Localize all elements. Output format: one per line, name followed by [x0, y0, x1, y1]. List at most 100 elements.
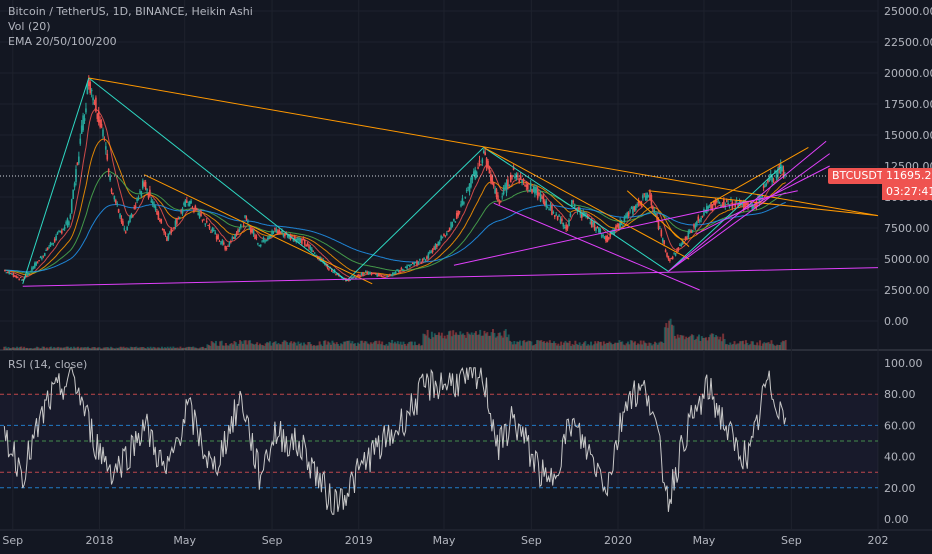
volume-bar	[109, 346, 112, 350]
volume-bar	[703, 337, 706, 350]
volume-bar	[568, 340, 571, 350]
candle-body	[686, 237, 688, 240]
volume-bar	[509, 340, 512, 350]
candle-body	[248, 228, 251, 230]
candle-body	[606, 235, 609, 243]
volume-bar	[337, 344, 340, 350]
volume-bar	[621, 341, 624, 350]
volume-bar	[432, 337, 435, 350]
candle-body	[305, 245, 307, 247]
volume-bar	[244, 340, 247, 350]
time-tick-label: 202	[868, 534, 889, 547]
ema-indicator-label[interactable]: EMA 20/50/100/200	[8, 35, 117, 48]
rsi-indicator-label[interactable]: RSI (14, close)	[8, 358, 88, 371]
volume-bar	[230, 343, 233, 350]
volume-bar	[338, 345, 341, 350]
candle-body	[727, 203, 729, 205]
volume-bar	[494, 337, 497, 350]
volume-bar	[696, 336, 699, 350]
volume-bar	[205, 348, 208, 350]
volume-bar	[764, 343, 767, 350]
candle-body	[463, 202, 465, 204]
candle-body	[363, 273, 366, 275]
time-tick-label: Sep	[781, 534, 802, 547]
volume-indicator-label[interactable]: Vol (20)	[8, 20, 51, 33]
volume-bar	[58, 347, 61, 350]
candle-body	[561, 218, 563, 222]
volume-bar	[551, 342, 554, 350]
candle-body	[629, 210, 631, 212]
trendline-cyan	[22, 77, 90, 284]
candle-body	[586, 215, 589, 217]
volume-bar	[480, 335, 483, 350]
volume-bar	[572, 345, 575, 350]
candle-body	[599, 229, 602, 234]
volume-bar	[563, 342, 566, 350]
time-tick-label: 2018	[85, 534, 113, 547]
candle-body	[605, 235, 607, 241]
candle-body	[299, 239, 302, 241]
candle-body	[521, 180, 523, 183]
volume-bar	[257, 345, 260, 350]
candle-body	[569, 213, 572, 217]
volume-bar	[695, 338, 698, 350]
candle-body	[563, 227, 566, 229]
volume-bar	[743, 344, 746, 350]
volume-bar	[357, 342, 360, 350]
volume-bar	[730, 344, 733, 350]
volume-bar	[510, 341, 513, 350]
volume-bar	[241, 343, 244, 350]
volume-bar	[464, 337, 467, 350]
volume-bar	[440, 332, 443, 350]
volume-bar	[351, 341, 354, 350]
volume-bar	[38, 348, 41, 350]
candle-body	[372, 272, 374, 274]
volume-bar	[322, 340, 325, 350]
candle-body	[11, 273, 13, 275]
candle-body	[366, 271, 369, 275]
volume-bar	[339, 343, 342, 350]
candle-body	[390, 275, 393, 277]
volume-bar	[371, 343, 374, 350]
volume-bar	[183, 347, 186, 350]
candle-body	[123, 228, 126, 230]
volume-bar	[314, 345, 317, 350]
volume-bar	[756, 342, 759, 350]
volume-bar	[153, 347, 156, 350]
candle-body	[105, 146, 107, 150]
current-price-tag: 11695.22	[882, 168, 932, 184]
volume-bar	[223, 345, 226, 350]
candle-body	[180, 211, 182, 213]
trendline-magenta	[695, 165, 830, 235]
volume-bar	[626, 341, 629, 350]
candle-body	[166, 237, 168, 242]
volume-bar	[582, 342, 585, 350]
candle-body	[595, 227, 597, 231]
candle-body	[410, 264, 413, 266]
volume-bar	[416, 345, 419, 350]
candle-body	[357, 274, 360, 277]
candle-body	[312, 250, 315, 252]
candle-body	[73, 183, 76, 188]
candle-body	[139, 191, 141, 193]
candle-body	[161, 228, 164, 230]
candle-body	[772, 179, 775, 181]
candle-body	[504, 184, 506, 189]
volume-bar	[754, 345, 757, 350]
volume-bar	[4, 346, 7, 350]
candle-body	[431, 249, 434, 253]
volume-bar	[55, 347, 58, 350]
volume-bar	[226, 345, 229, 350]
volume-bar	[54, 347, 57, 350]
volume-bar	[82, 347, 85, 350]
candle-body	[636, 204, 638, 206]
candle-body	[674, 253, 677, 256]
symbol-title[interactable]: Bitcoin / TetherUS, 1D, BINANCE, Heikin …	[8, 5, 253, 18]
volume-bar	[513, 341, 516, 350]
volume-bar	[128, 348, 131, 350]
candle-body	[79, 138, 82, 144]
volume-bar	[453, 334, 456, 350]
candle-body	[352, 276, 354, 278]
